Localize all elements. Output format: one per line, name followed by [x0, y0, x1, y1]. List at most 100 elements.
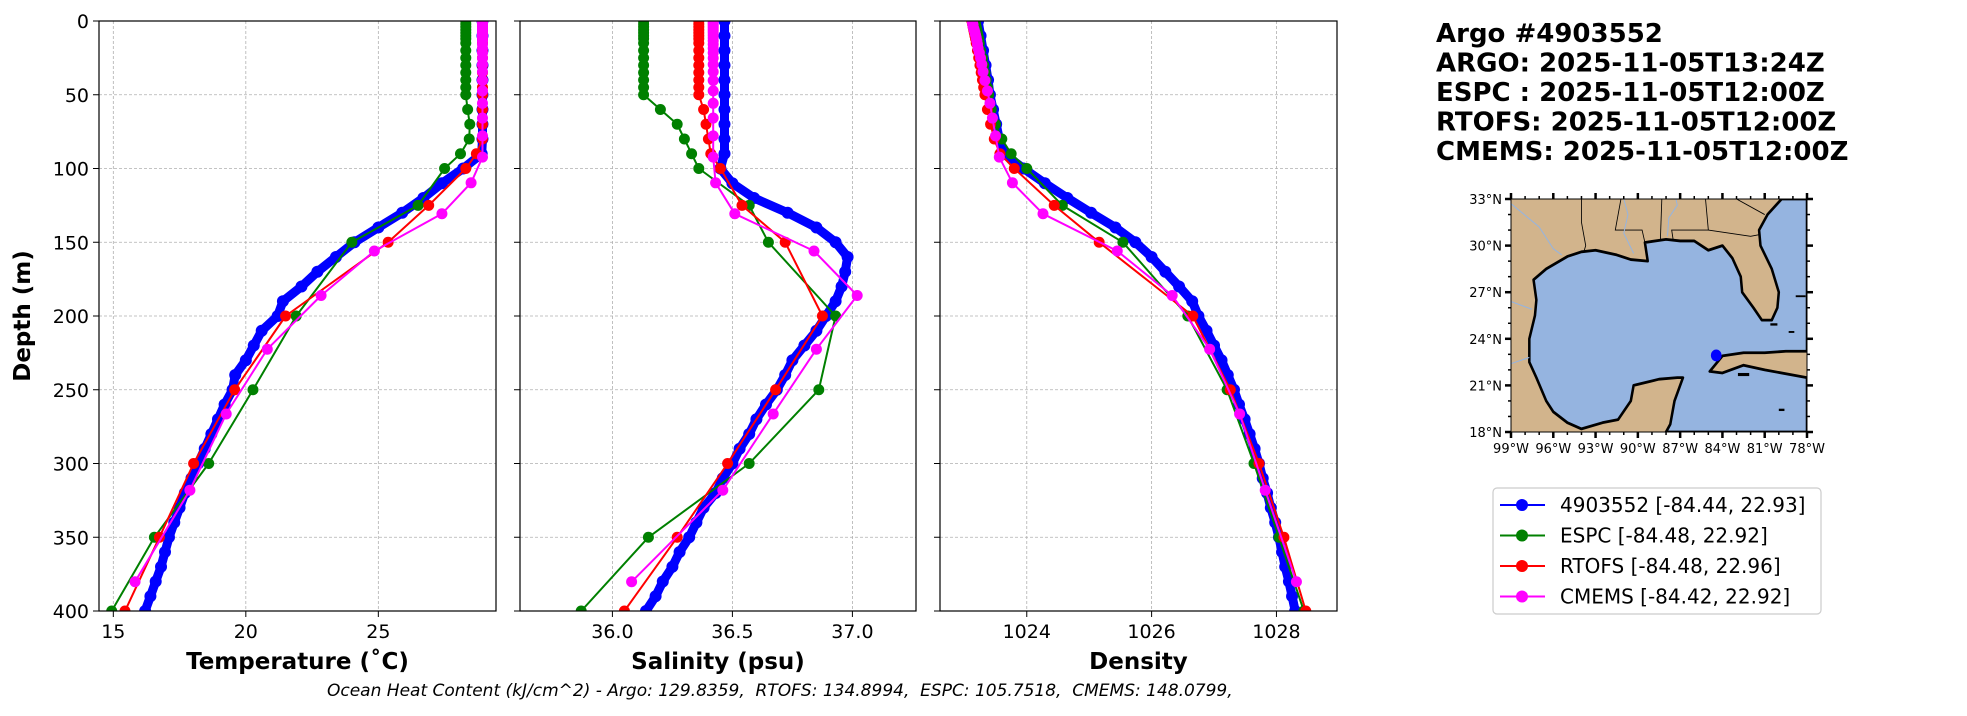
axes-frame [519, 20, 917, 612]
rtofs-data-point [693, 89, 705, 101]
rtofs-data-point [618, 605, 630, 611]
cmems-data-point [1234, 408, 1246, 420]
rtofs-data-point [423, 199, 435, 211]
argo-data-point [810, 324, 823, 337]
legend-marker [1516, 499, 1528, 511]
espc-data-point [654, 104, 666, 115]
espc-data-point [686, 148, 698, 160]
rtofs-data-point [280, 310, 292, 322]
rtofs-data-point [736, 199, 748, 211]
map-lon-label: 81°W [1747, 442, 1783, 457]
espc-data-point [463, 133, 475, 145]
argo-data-point [718, 74, 731, 86]
argo-data-point [781, 206, 794, 219]
cmems-data-point [220, 408, 232, 420]
cmems-data-point [1290, 576, 1302, 588]
rtofs-data-point [1048, 199, 1060, 211]
rtofs-data-point [119, 605, 131, 611]
argo-data-point [673, 546, 686, 558]
legend-item-cmems: CMEMS [-84.42, 22.92] [1500, 585, 1790, 609]
rtofs-data-point [714, 163, 726, 174]
y-tick-label: 0 [77, 11, 89, 33]
map-lat-label: 30°N [1469, 240, 1502, 255]
legend-label: CMEMS [-84.42, 22.92] [1560, 585, 1790, 609]
espc-data-point [575, 605, 587, 611]
argo-data-point [666, 560, 679, 573]
y-axis-label: Depth (m) [10, 250, 36, 382]
cmems-data-point [1166, 289, 1178, 301]
cmems-data-point [851, 289, 863, 301]
espc-data-point [642, 531, 654, 543]
legend-label: 4903552 [-84.44, 22.93] [1560, 493, 1805, 517]
argo-data-point [829, 236, 842, 249]
cmems-data-point [1037, 208, 1049, 220]
argo-data-point [726, 177, 739, 190]
argo-data-point [155, 560, 168, 573]
argo-data-point [718, 88, 731, 101]
argo-data-point [1186, 295, 1199, 308]
x-tick-label: 1028 [1252, 621, 1300, 643]
cmems-data-point [981, 85, 993, 97]
density-axis-label: Density [1089, 649, 1188, 675]
y-tick-label: 150 [53, 232, 89, 254]
argo-data-point [1145, 251, 1158, 263]
argo-data-point [158, 546, 171, 558]
argo-data-point [656, 575, 669, 588]
rtofs-data-point [1300, 605, 1312, 611]
argo-data-point [1286, 590, 1299, 603]
cmems-data-point [984, 97, 996, 109]
y-tick-label: 50 [65, 85, 89, 107]
cmems-data-point [1259, 484, 1271, 496]
argo-data-point [743, 428, 756, 440]
argo-data-point [718, 118, 731, 131]
y-tick-label: 300 [53, 454, 89, 476]
argo-data-point [247, 339, 260, 352]
rtofs-data-point [1187, 310, 1199, 322]
argo-data-point [311, 265, 324, 278]
cmems-data-point [184, 484, 196, 496]
argo-data-point [718, 29, 731, 42]
cmems-data-point [767, 408, 779, 420]
title-line-cmems-time: CMEMS: 2025-11-05T12:00Z [1436, 137, 1848, 167]
x-tick-label: 1024 [1003, 621, 1051, 643]
espc-data-point [464, 118, 476, 130]
map-lon-label: 90°W [1620, 442, 1656, 457]
argo-data-point [1038, 177, 1051, 190]
legend-label: ESPC [-84.48, 22.92] [1560, 524, 1768, 548]
legend-marker [1516, 560, 1528, 572]
espc-data-point [762, 236, 774, 248]
argo-data-point [239, 354, 252, 367]
cmems-data-point [990, 130, 1002, 142]
argo-data-point [718, 133, 731, 145]
axes-frame [939, 20, 1338, 612]
cmems-data-point [1204, 343, 1216, 355]
argo-data-point [835, 280, 848, 293]
espc-data-point [462, 104, 474, 115]
argo-data-point [718, 21, 731, 27]
legend-item-argo: 4903552 [-84.44, 22.93] [1500, 493, 1805, 517]
argo-data-point [435, 177, 448, 190]
map-lon-label: 93°W [1578, 442, 1614, 457]
map-lon-label: 96°W [1535, 442, 1571, 457]
x-tick-label: 36.0 [591, 621, 633, 643]
argo-data-point [162, 531, 175, 544]
map-lon-label: 78°W [1789, 442, 1825, 457]
temperature-panel: 15 20 25050100150200250300350400Temperatur… [53, 11, 497, 675]
series-group [575, 21, 863, 611]
espc-data-point [693, 163, 705, 174]
argo-data-point [271, 310, 284, 322]
legend: 4903552 [-84.44, 22.93] ESPC [-84.48, 22.… [1492, 487, 1822, 615]
cmems-data-point [368, 245, 380, 257]
argo-data-point [718, 44, 731, 57]
argo-data-point [229, 369, 242, 381]
cmems-data-point [626, 576, 638, 588]
series-group [966, 21, 1312, 611]
map-lon-label: 84°W [1704, 442, 1740, 457]
y-tick-label: 350 [53, 527, 89, 549]
legend-marker [1516, 590, 1528, 603]
espc-data-point [1117, 236, 1129, 248]
argo-data-point [144, 590, 157, 603]
argo-data-point [841, 251, 854, 263]
argo-data-point [1159, 265, 1172, 278]
